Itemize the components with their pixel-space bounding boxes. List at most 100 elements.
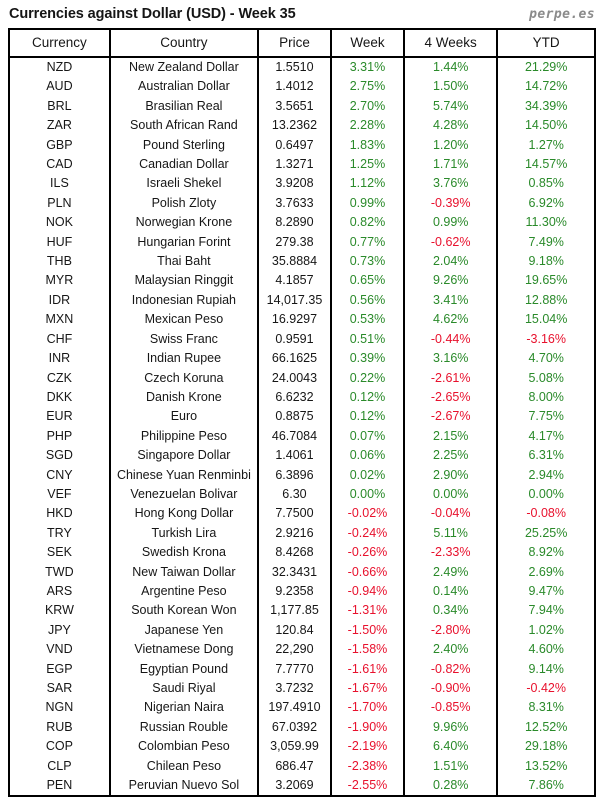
table-row[interactable]: IDR Indonesian Rupiah 14,017.35 0.56% 3.41% 1… [10,290,594,311]
table-row[interactable]: PHP Philippine Peso 46.7084 0.07% 2.15% 4.17% [10,426,594,447]
column-header-4weeks[interactable]: 4 Weeks [403,30,499,58]
table-row[interactable]: HUF Hungarian Forint 279.38 0.77% -0.62% 7.49… [10,232,594,253]
cell-4weeks-change: 1.50% [403,77,499,97]
table-row[interactable]: SGD Singapore Dollar 1.4061 0.06% 2.25% 6.31% [10,446,594,466]
table-row[interactable]: COP Colombian Peso 3,059.99 -2.19% 6.40% 29.1… [10,737,594,757]
table-row[interactable]: THB Thai Baht 35.8884 0.73% 2.04% 9.18% [10,252,594,272]
cell-4weeks-change: -2.80% [403,620,499,641]
cell-ytd-change: 4.70% [528,351,564,366]
cell-ytd-change: 9.14% [528,661,564,676]
table-row[interactable]: SAR Saudi Riyal 3.7232 -1.67% -0.90% -0.42% [10,679,594,699]
currency-report-page: Currencies against Dollar (USD) - Week 3… [8,6,596,797]
cell-4weeks-change: 1.44% [403,57,499,78]
cell-week-change: -1.67% [330,679,405,699]
cell-price: 66.1625 [257,349,332,369]
cell-price: 35.8884 [257,252,332,272]
table-row[interactable]: SEK Swedish Krona 8.4268 -0.26% -2.33% 8.92% [10,543,594,563]
table-row[interactable]: GBP Pound Sterling 0.6497 1.83% 1.20% 1.27% [10,135,594,156]
table-row[interactable]: KRW South Korean Won 1,177.85 -1.31% 0.34% 7.… [10,601,594,621]
cell-4weeks-change: -0.90% [403,679,499,699]
cell-week-change: 0.39% [330,349,405,369]
cell-ytd-change: 0.85% [528,176,564,191]
cell-4weeks-change: 3.76% [403,174,499,194]
table-row[interactable]: EUR Euro 0.8875 0.12% -2.67% 7.75% [10,407,594,427]
cell-week-change: 0.06% [330,446,405,466]
table-row[interactable]: EGP Egyptian Pound 7.7770 -1.61% -0.82% 9.14% [10,659,594,679]
table-row[interactable]: INR Indian Rupee 66.1625 0.39% 3.16% 4.70% [10,349,594,369]
table-row[interactable]: PEN Peruvian Nuevo Sol 3.2069 -2.55% 0.28% 7.… [10,776,594,796]
table-row[interactable]: TRY Turkish Lira 2.9216 -0.24% 5.11% 25.25% [10,523,594,544]
cell-price: 24.0043 [257,368,332,388]
cell-country: South African Rand [109,116,259,136]
cell-ytd-change: 12.88% [524,292,568,307]
cell-4weeks-change: -2.33% [403,543,499,563]
table-row[interactable]: TWD New Taiwan Dollar 32.3431 -0.66% 2.49% 2.… [10,562,594,582]
cell-4weeks-change: 4.62% [403,310,499,330]
cell-country: Colombian Peso [109,737,259,757]
cell-ytd-change: 15.04% [524,312,568,327]
cell-currency: MXN [10,310,111,330]
cell-4weeks-change: 0.28% [403,776,499,796]
cell-ytd-change: 14.72% [524,79,568,94]
cell-4weeks-change: 5.74% [403,96,499,117]
table-row[interactable]: ILS Israeli Shekel 3.9208 1.12% 3.76% 0.85% [10,174,594,194]
cell-country: Argentine Peso [109,581,259,602]
cell-ytd-change: 8.31% [528,700,564,715]
cell-price: 8.2890 [257,213,332,233]
column-header-country[interactable]: Country [109,30,259,58]
table-row[interactable]: NGN Nigerian Naira 197.4910 -1.70% -0.85% 8.3… [10,698,594,718]
cell-country: Peruvian Nuevo Sol [109,776,259,796]
cell-country: Israeli Shekel [109,174,259,194]
table-row[interactable]: AUD Australian Dollar 1.4012 2.75% 1.50% 14.7… [10,77,594,97]
cell-week-change: 0.12% [330,407,405,427]
table-row[interactable]: MXN Mexican Peso 16.9297 0.53% 4.62% 15.04% [10,310,594,330]
cell-price: 1,177.85 [257,601,332,621]
cell-week-change: -1.70% [330,698,405,718]
cell-price: 14,017.35 [257,290,332,311]
cell-country: Singapore Dollar [109,446,259,466]
table-row[interactable]: NOK Norwegian Krone 8.2890 0.82% 0.99% 11.30% [10,213,594,233]
table-row[interactable]: DKK Danish Krone 6.6232 0.12% -2.65% 8.00% [10,387,594,408]
cell-week-change: 0.99% [330,193,405,214]
column-header-currency[interactable]: Currency [10,30,111,58]
cell-4weeks-change: -2.67% [403,407,499,427]
table-row[interactable]: VEF Venezuelan Bolivar 6.30 0.00% 0.00% 0.00% [10,484,594,505]
cell-currency: TRY [10,523,111,544]
table-row[interactable]: JPY Japanese Yen 120.84 -1.50% -2.80% 1.02% [10,620,594,641]
column-header-price[interactable]: Price [257,30,332,58]
table-row[interactable]: HKD Hong Kong Dollar 7.7500 -0.02% -0.04% -0.… [10,504,594,524]
cell-currency: NOK [10,213,111,233]
table-row[interactable]: PLN Polish Zloty 3.7633 0.99% -0.39% 6.92% [10,193,594,214]
table-row[interactable]: NZD New Zealand Dollar 1.5510 3.31% 1.44% 21.… [10,57,594,78]
cell-currency: NZD [10,57,111,78]
cell-price: 1.4012 [257,77,332,97]
table-row[interactable]: BRL Brasilian Real 3.5651 2.70% 5.74% 34.39% [10,96,594,117]
cell-price: 3.2069 [257,776,332,796]
cell-currency: CAD [10,155,111,175]
cell-country: Indian Rupee [109,349,259,369]
table-row[interactable]: ARS Argentine Peso 9.2358 -0.94% 0.14% 9.47% [10,581,594,602]
table-row[interactable]: CLP Chilean Peso 686.47 -2.38% 1.51% 13.52% [10,756,594,777]
cell-4weeks-change: -0.44% [403,329,499,350]
cell-week-change: -1.31% [330,601,405,621]
cell-currency: VEF [10,484,111,505]
cell-week-change: -0.02% [330,504,405,524]
table-row[interactable]: CHF Swiss Franc 0.9591 0.51% -0.44% -3.16% [10,329,594,350]
cell-currency: PEN [10,776,111,796]
cell-4weeks-change: -0.39% [403,193,499,214]
cell-currency: SGD [10,446,111,466]
table-row[interactable]: RUB Russian Rouble 67.0392 -1.90% 9.96% 12.52… [10,717,594,738]
cell-price: 1.3271 [257,155,332,175]
column-header-week[interactable]: Week [330,30,405,58]
table-row[interactable]: MYR Malaysian Ringgit 4.1857 0.65% 9.26% 19.6… [10,271,594,291]
table-row[interactable]: CAD Canadian Dollar 1.3271 1.25% 1.71% 14.57% [10,155,594,175]
cell-currency: INR [10,349,111,369]
cell-week-change: -0.26% [330,543,405,563]
table-row[interactable]: ZAR South African Rand 13.2362 2.28% 4.28% 14… [10,116,594,136]
table-row[interactable]: CNY Chinese Yuan Renminbi 6.3896 0.02% 2.90%… [10,465,594,485]
column-header-ytd[interactable]: YTD [497,30,594,58]
cell-price: 1.4061 [257,446,332,466]
table-row[interactable]: VND Vietnamese Dong 22,290 -1.58% 2.40% 4.60% [10,640,594,660]
table-row[interactable]: CZK Czech Koruna 24.0043 0.22% -2.61% 5.08% [10,368,594,388]
cell-country: Turkish Lira [109,523,259,544]
